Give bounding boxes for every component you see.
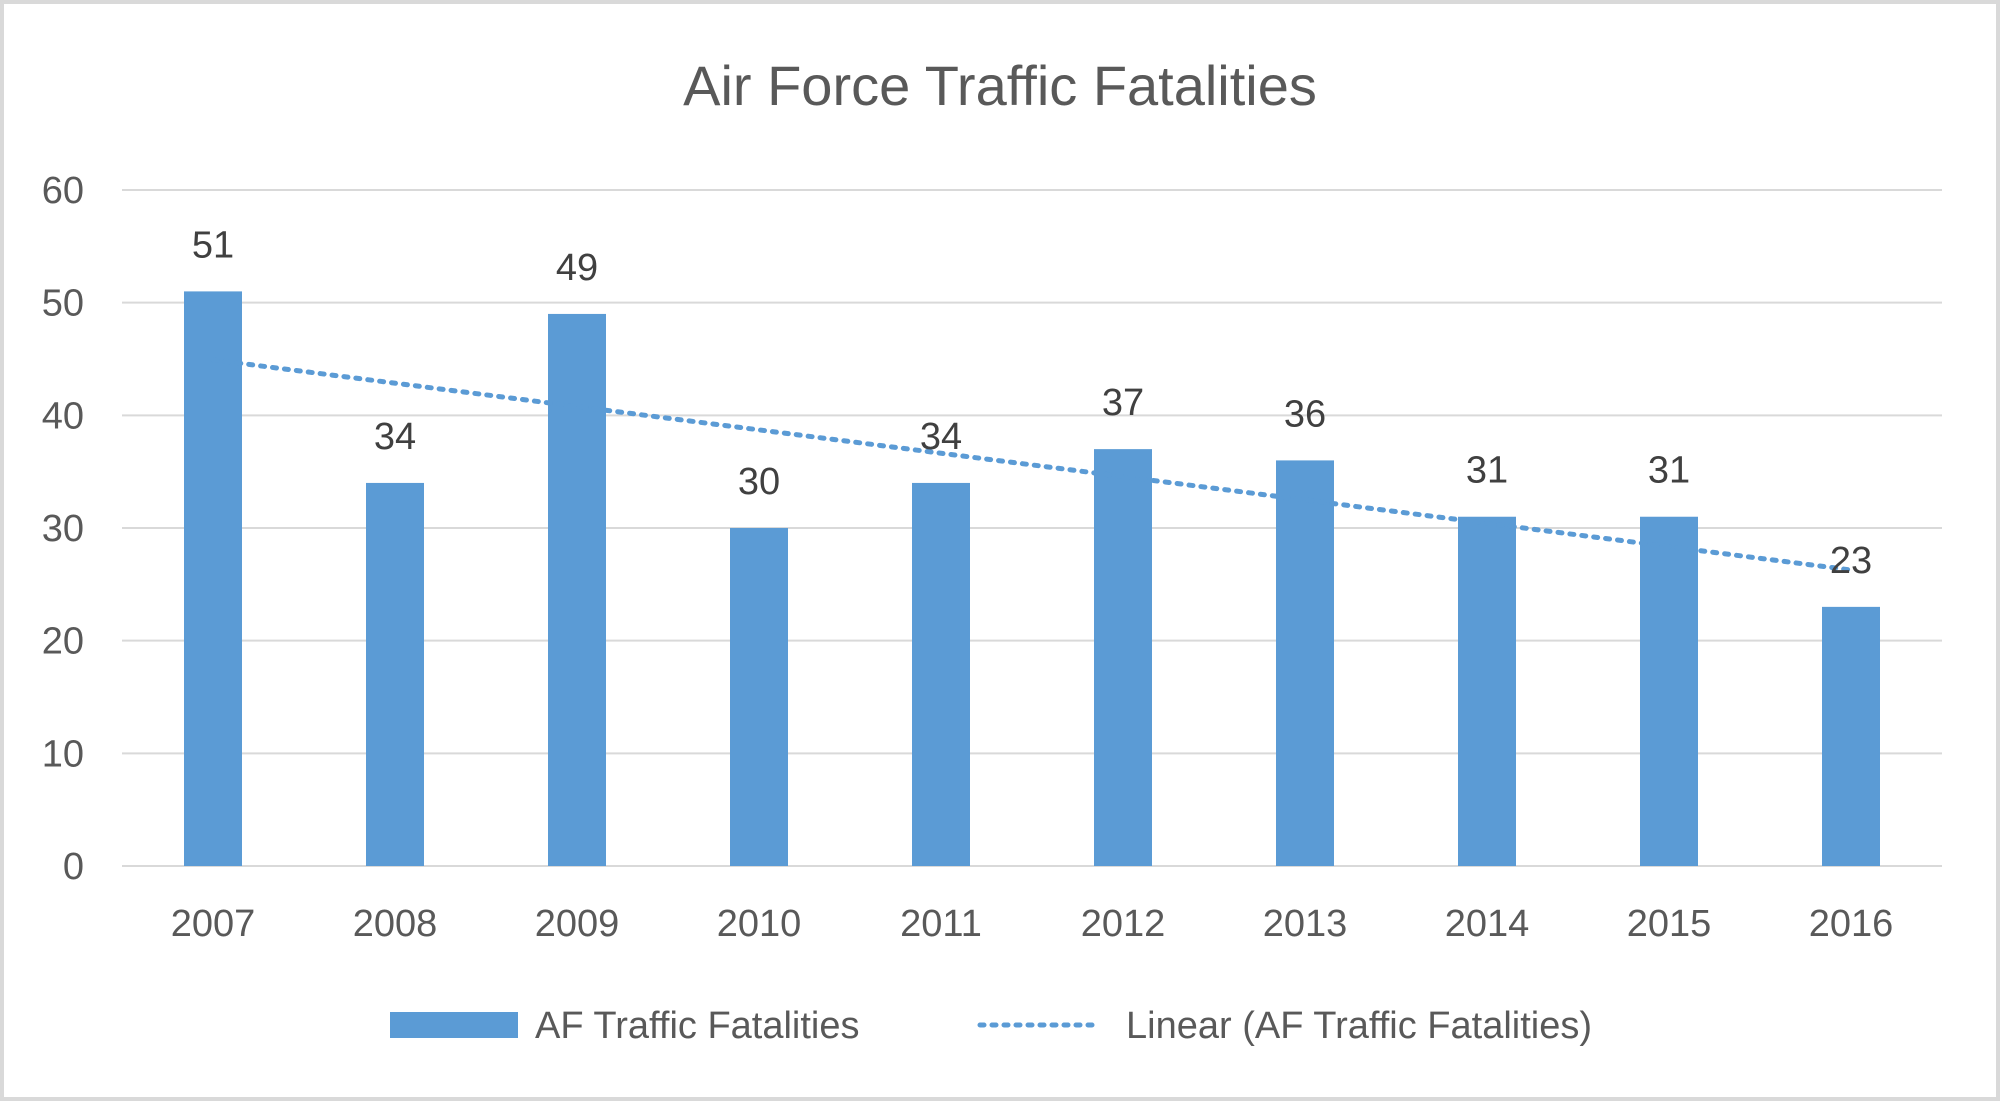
data-label: 30 — [738, 461, 780, 503]
x-tick-label: 2009 — [535, 903, 620, 945]
bar — [366, 482, 424, 866]
x-tick-label: 2015 — [1627, 903, 1712, 945]
trendline — [210, 357, 1854, 573]
trendline-path — [210, 357, 1854, 573]
y-tick-label: 50 — [42, 283, 84, 325]
data-label: 36 — [1284, 393, 1326, 435]
x-tick-label: 2011 — [900, 903, 982, 945]
legend-label-bars: AF Traffic Fatalities — [535, 1005, 860, 1047]
data-label: 37 — [1102, 382, 1144, 424]
x-axis-ticks: 2007 2008 2009 2010 2011 2012 2013 2014 2015 2016 — [171, 903, 1894, 945]
data-label: 34 — [920, 416, 962, 458]
data-label: 49 — [556, 247, 598, 289]
x-tick-label: 2013 — [1263, 903, 1348, 945]
chart-title: Air Force Traffic Fatalities — [683, 54, 1317, 117]
bar — [912, 482, 970, 866]
y-tick-label: 20 — [42, 621, 84, 663]
data-label: 51 — [192, 224, 234, 266]
x-tick-label: 2016 — [1809, 903, 1894, 945]
data-label: 34 — [374, 416, 416, 458]
x-tick-label: 2012 — [1081, 903, 1166, 945]
bar — [548, 313, 606, 866]
bar — [1094, 449, 1152, 866]
data-labels: 51 34 49 30 34 37 36 31 31 23 — [192, 224, 1872, 581]
y-tick-label: 40 — [42, 395, 84, 437]
bar — [1276, 460, 1334, 866]
x-tick-label: 2008 — [353, 903, 438, 945]
bar — [1458, 516, 1516, 866]
bar — [1640, 516, 1698, 866]
y-tick-label: 60 — [42, 170, 84, 212]
gridlines — [122, 189, 1942, 867]
x-tick-label: 2014 — [1445, 903, 1530, 945]
y-axis-ticks: 0 10 20 30 40 50 60 — [42, 170, 84, 888]
y-tick-label: 0 — [63, 846, 84, 888]
legend: AF Traffic Fatalities Linear (AF Traffic… — [390, 1005, 1592, 1047]
legend-swatch-bars — [390, 1012, 518, 1038]
bar — [730, 528, 788, 866]
bar — [184, 291, 242, 866]
bars — [184, 291, 1880, 866]
x-tick-label: 2010 — [717, 903, 802, 945]
y-tick-label: 10 — [42, 733, 84, 775]
x-tick-label: 2007 — [171, 903, 256, 945]
bar — [1822, 606, 1880, 866]
data-label: 31 — [1648, 450, 1690, 492]
y-tick-label: 30 — [42, 508, 84, 550]
legend-label-trendline: Linear (AF Traffic Fatalities) — [1126, 1005, 1592, 1047]
data-label: 23 — [1830, 540, 1872, 582]
data-label: 31 — [1466, 450, 1508, 492]
